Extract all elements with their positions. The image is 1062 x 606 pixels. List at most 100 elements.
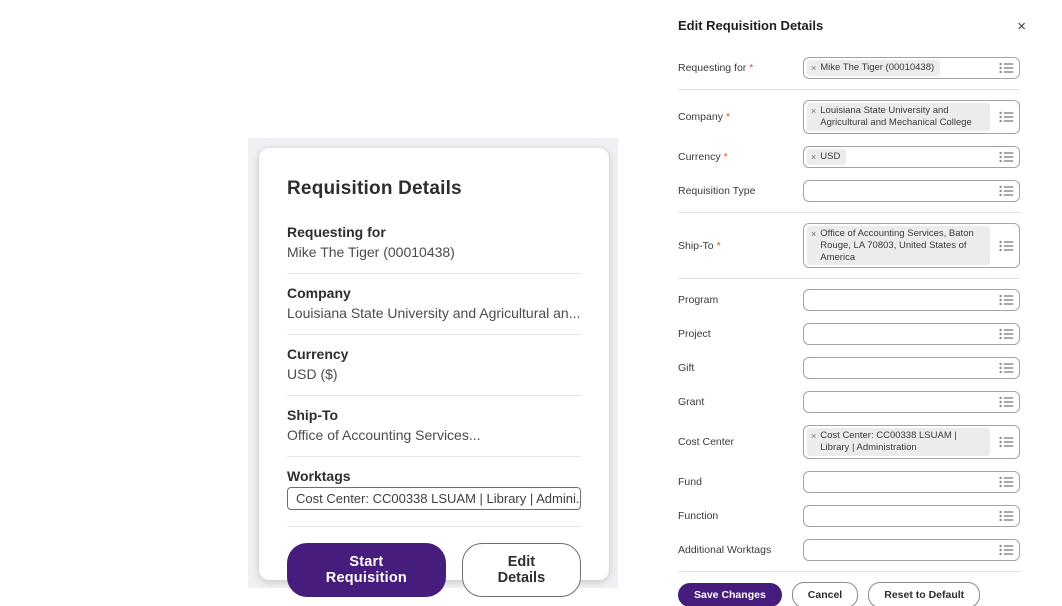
section-label: Currency — [287, 345, 349, 362]
cancel-button[interactable]: Cancel — [791, 582, 859, 606]
prompt-list-icon[interactable] — [995, 362, 1014, 374]
prompt-list-icon[interactable] — [995, 294, 1014, 306]
grant-input[interactable] — [803, 391, 1020, 414]
field-row-gift: Gift — [678, 357, 1020, 380]
field-label: Currency * — [678, 151, 803, 163]
field-label: Requesting for * — [678, 62, 803, 74]
selected-tag: × USD — [807, 148, 847, 165]
program-input[interactable] — [803, 289, 1020, 312]
divider — [678, 571, 1020, 573]
tag-text: Cost Center: CC00338 LSUAM | Library | A… — [820, 430, 957, 454]
field-label: Additional Worktags — [678, 544, 803, 556]
requesting-for-input[interactable]: × Mike The Tiger (00010438) — [803, 57, 1020, 79]
additional-worktags-input[interactable] — [803, 539, 1020, 562]
section-value: Mike The Tiger (00010438) — [287, 244, 455, 260]
section-value: USD ($) — [287, 365, 338, 382]
gift-input[interactable] — [803, 357, 1020, 380]
prompt-list-icon[interactable] — [995, 240, 1014, 252]
card-section-currency: Currency USD ($) — [287, 346, 581, 384]
field-label: Function — [678, 510, 803, 522]
field-label-text: Ship-To — [678, 239, 714, 252]
prompt-list-icon[interactable] — [995, 328, 1014, 340]
required-asterisk: * — [716, 239, 721, 252]
field-label: Company * — [678, 111, 803, 123]
project-input[interactable] — [803, 323, 1020, 346]
save-changes-button[interactable]: Save Changes — [678, 583, 782, 606]
panel-fields: Requesting for * × Mike The Tiger (00010438… — [678, 57, 1020, 573]
field-row-requisition-type: Requisition Type — [678, 179, 1020, 202]
edit-requisition-panel: × Edit Requisition Details Requesting fo… — [660, 0, 1040, 606]
prompt-list-icon[interactable] — [995, 396, 1014, 408]
required-asterisk: * — [723, 150, 728, 163]
field-row-currency: Currency * × USD — [678, 145, 1020, 168]
selected-tag: × Louisiana State University and Agricult… — [807, 103, 990, 131]
function-input[interactable] — [803, 505, 1020, 528]
prompt-list-icon[interactable] — [995, 436, 1014, 448]
card-buttons: Start Requisition Edit Details — [287, 542, 581, 597]
divider — [678, 278, 1020, 280]
remove-tag-icon[interactable]: × — [811, 63, 817, 74]
tag-text: Office of Accounting Services, Baton Rou… — [820, 227, 974, 263]
panel-title: Edit Requisition Details — [678, 18, 824, 33]
field-label: Grant — [678, 396, 803, 408]
field-label-text: Requesting for — [678, 62, 747, 74]
field-label-text: Additional Worktags — [678, 544, 772, 557]
card-section-company: Company Louisiana State University and Ag… — [287, 285, 581, 323]
cost-center-input[interactable]: × Cost Center: CC00338 LSUAM | Library | … — [803, 425, 1020, 460]
field-row-company: Company * × Louisiana State University and … — [678, 100, 1020, 134]
currency-input[interactable]: × USD — [803, 145, 1020, 168]
divider — [678, 211, 1020, 213]
prompt-list-icon[interactable] — [995, 111, 1014, 123]
prompt-list-icon[interactable] — [995, 62, 1014, 74]
field-row-grant: Grant — [678, 391, 1020, 414]
field-label: Project — [678, 328, 803, 340]
field-label-text: Currency — [678, 150, 721, 163]
prompt-list-icon[interactable] — [995, 544, 1014, 556]
field-label: Program — [678, 294, 803, 306]
reset-to-default-button[interactable]: Reset to Default — [868, 582, 981, 606]
section-value: Office of Accounting Services... — [287, 426, 481, 443]
remove-tag-icon[interactable]: × — [811, 151, 817, 162]
field-label-text: Company — [678, 110, 723, 123]
worktag-chip: Cost Center: CC00338 LSUAM | Library | A… — [287, 486, 581, 510]
prompt-list-icon[interactable] — [995, 510, 1014, 522]
remove-tag-icon[interactable]: × — [811, 431, 817, 442]
field-label-text: Gift — [678, 362, 695, 375]
prompt-list-icon[interactable] — [995, 185, 1014, 197]
field-row-project: Project — [678, 323, 1020, 346]
remove-tag-icon[interactable]: × — [811, 106, 817, 116]
divider — [287, 333, 581, 335]
field-label-text: Program — [678, 294, 719, 307]
field-row-fund: Fund — [678, 471, 1020, 494]
field-label-text: Grant — [678, 396, 705, 409]
card-section-ship-to: Ship-To Office of Accounting Services... — [287, 407, 581, 445]
requisition-details-card: Requisition Details Requesting for Mike T… — [259, 148, 609, 597]
selected-tag: × Mike The Tiger (00010438) — [807, 60, 941, 76]
divider — [287, 272, 581, 274]
prompt-list-icon[interactable] — [995, 476, 1014, 488]
divider — [287, 455, 581, 457]
field-row-requesting-for: Requesting for * × Mike The Tiger (00010438… — [678, 57, 1020, 79]
divider — [678, 89, 1020, 90]
start-requisition-button[interactable]: Start Requisition — [287, 542, 446, 597]
requisition-type-input[interactable] — [803, 179, 1020, 202]
company-input[interactable]: × Louisiana State University and Agricult… — [803, 100, 1020, 134]
fund-input[interactable] — [803, 471, 1020, 494]
field-label-text: Project — [678, 328, 711, 341]
field-row-ship-to: Ship-To * × Office of Accounting Services, … — [678, 222, 1020, 269]
required-asterisk: * — [725, 110, 731, 123]
tag-text: Mike The Tiger (00010438) — [820, 62, 935, 74]
divider — [287, 525, 581, 527]
tag-text: Louisiana State University and Agricultu… — [820, 105, 972, 128]
remove-tag-icon[interactable]: × — [811, 228, 817, 239]
tag-text: USD — [820, 150, 841, 162]
field-row-function: Function — [678, 505, 1020, 528]
prompt-list-icon[interactable] — [995, 151, 1014, 163]
close-icon[interactable]: × — [1017, 18, 1026, 35]
field-label-text: Fund — [678, 476, 702, 489]
ship-to-input[interactable]: × Office of Accounting Services, Baton Ro… — [803, 222, 1020, 269]
edit-details-button[interactable]: Edit Details — [461, 542, 581, 597]
selected-tag: × Cost Center: CC00338 LSUAM | Library | … — [807, 428, 990, 457]
field-row-additional-worktags: Additional Worktags — [678, 539, 1020, 562]
selected-tag: × Office of Accounting Services, Baton Ro… — [807, 225, 990, 266]
